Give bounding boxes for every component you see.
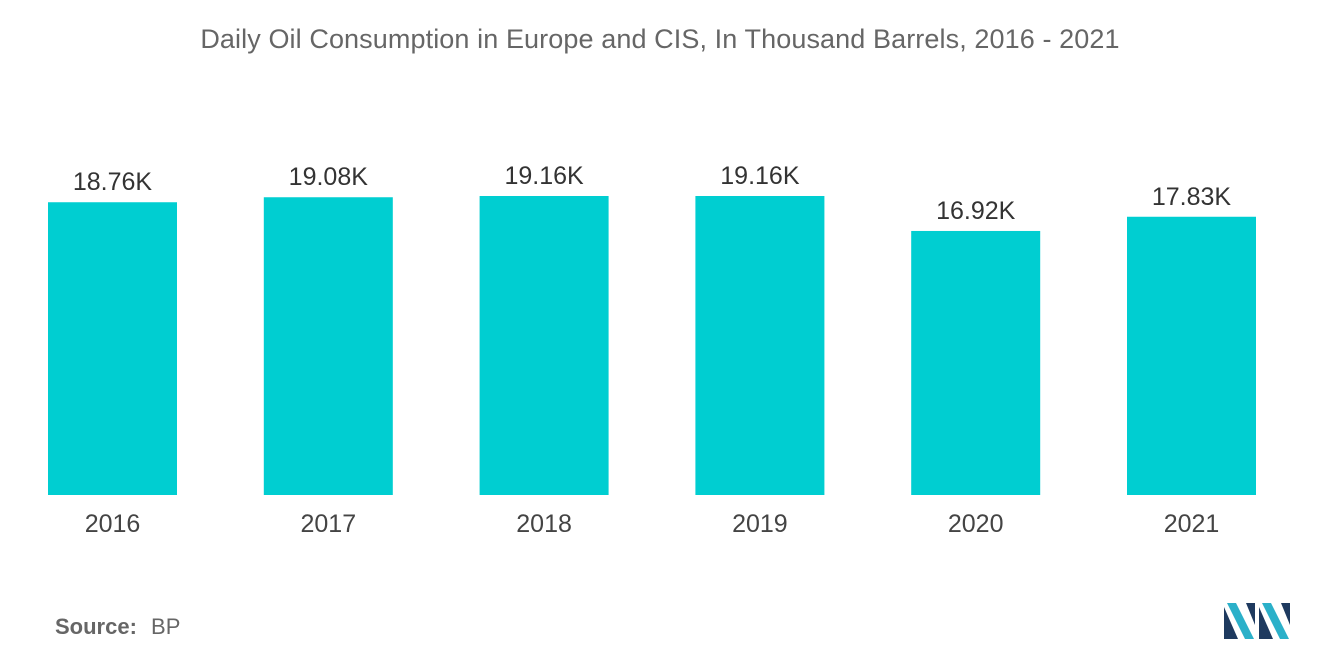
data-label-2019: 19.16K (720, 162, 800, 190)
mordor-intelligence-logo-icon (1224, 603, 1290, 639)
bar-2018 (479, 196, 609, 495)
data-label-2020: 16.92K (936, 197, 1016, 225)
source-note: Source: BP (55, 614, 180, 640)
bar-2019 (695, 196, 825, 495)
source-label: Source: (55, 614, 137, 639)
data-label-2021: 17.83K (1152, 183, 1232, 211)
x-tick-label-2017: 2017 (300, 510, 356, 538)
chart-title: Daily Oil Consumption in Europe and CIS,… (200, 24, 1120, 54)
x-tick-label-2016: 2016 (85, 510, 141, 538)
bar-2017 (263, 197, 393, 496)
bar-2016 (48, 202, 177, 495)
x-tick-label-2021: 2021 (1164, 510, 1220, 538)
data-label-2017: 19.08K (289, 163, 369, 191)
data-label-2016: 18.76K (73, 168, 153, 196)
x-tick-label-2018: 2018 (516, 510, 572, 538)
x-tick-label-2019: 2019 (732, 510, 788, 538)
source-value: BP (151, 614, 181, 639)
bar-2020 (911, 230, 1041, 495)
x-tick-label-2020: 2020 (948, 510, 1004, 538)
bar-2021 (1127, 216, 1256, 495)
data-label-2018: 19.16K (504, 162, 584, 190)
